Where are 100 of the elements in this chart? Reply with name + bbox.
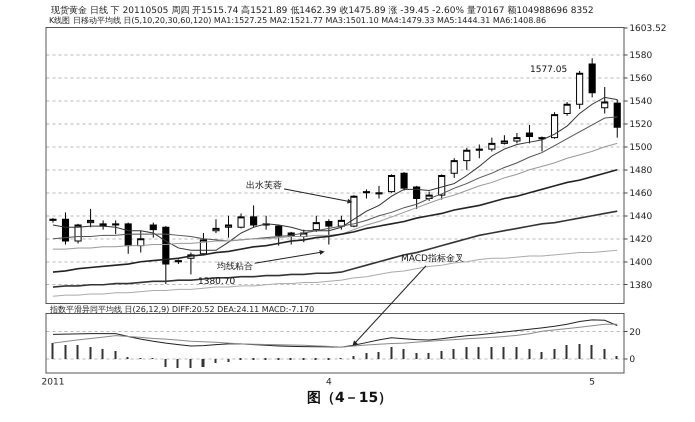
candlestick bbox=[49, 218, 57, 224]
bar bbox=[590, 345, 593, 360]
bar bbox=[366, 353, 368, 360]
candlestick bbox=[450, 158, 458, 178]
candlestick bbox=[87, 208, 94, 228]
candlestick bbox=[500, 134, 508, 145]
line-series bbox=[52, 116, 618, 242]
candlestick bbox=[388, 174, 396, 194]
x-tick-label: 4 bbox=[326, 377, 332, 388]
bar bbox=[390, 347, 393, 360]
y-tick-label: 1480 bbox=[629, 166, 652, 176]
candlestick bbox=[312, 215, 320, 232]
annotation: 均线粘合 bbox=[216, 261, 253, 272]
line-series bbox=[52, 142, 618, 250]
candlestick bbox=[362, 188, 370, 200]
candlestick bbox=[463, 147, 470, 170]
y-tick-label: 1380 bbox=[629, 280, 652, 291]
candlestick bbox=[124, 222, 132, 254]
bar bbox=[64, 345, 67, 360]
y-tick-label: 1520 bbox=[629, 120, 652, 130]
bar bbox=[76, 345, 79, 360]
candlestick bbox=[325, 218, 332, 246]
y-tick-label: 1560 bbox=[629, 74, 652, 84]
candlestick bbox=[550, 112, 558, 140]
annotation: 1380.70 bbox=[198, 277, 236, 287]
annotation: MACD指标金叉 bbox=[401, 253, 464, 264]
candlestick bbox=[212, 218, 220, 234]
bar bbox=[102, 349, 104, 360]
candlestick bbox=[476, 144, 483, 159]
candlestick bbox=[275, 224, 282, 246]
bar bbox=[402, 349, 405, 360]
candlestick bbox=[137, 230, 144, 254]
chart-title: 指数平滑异同平均线 日(26,12,9) DIFF:20.52 DEA:24.11 MACD:-7.170 bbox=[49, 305, 314, 314]
line-series bbox=[52, 250, 618, 297]
bar bbox=[604, 349, 606, 360]
line-series bbox=[52, 168, 618, 273]
chart-title: 现货黄金 日线 下 20110505 周四 开1515.74 高1521.89 低1462.39 收1475.89 涨 -39.45 -2.60% 量70167 额104988696 8352 bbox=[51, 5, 594, 16]
x-tick-label: 2011 bbox=[42, 377, 64, 388]
bar bbox=[578, 344, 581, 360]
line-series bbox=[52, 210, 618, 288]
candlestick bbox=[576, 70, 584, 110]
bar bbox=[90, 347, 92, 360]
candlestick bbox=[400, 172, 408, 191]
candlestick bbox=[564, 101, 571, 116]
bar bbox=[554, 349, 556, 360]
line-series bbox=[52, 96, 618, 251]
annotation: 1577.05 bbox=[530, 65, 568, 75]
y-tick-label: 1400 bbox=[629, 258, 652, 268]
bar bbox=[214, 359, 217, 364]
candlestick bbox=[413, 185, 420, 210]
bar bbox=[190, 359, 192, 368]
candlestick bbox=[375, 185, 383, 200]
candlestick bbox=[250, 204, 258, 228]
bar bbox=[528, 349, 531, 360]
bar bbox=[466, 347, 468, 360]
bar bbox=[176, 359, 179, 368]
y-tick-label: 1440 bbox=[629, 212, 652, 222]
bar bbox=[228, 359, 230, 362]
bar bbox=[452, 349, 455, 360]
candlestick bbox=[224, 215, 232, 238]
line-series bbox=[52, 319, 618, 348]
y-tick-label: 1580 bbox=[629, 50, 652, 61]
candlestick bbox=[588, 58, 596, 98]
x-tick-label: 5 bbox=[589, 377, 596, 388]
bar bbox=[616, 356, 618, 360]
bar bbox=[428, 353, 430, 360]
bar bbox=[566, 345, 568, 360]
y-tick-label: 1500 bbox=[629, 142, 652, 153]
chart-subtitle: K线图 日移动平均线 日(5,10,20,30,60,120) MA1:1527.25 MA2:1521.77 MA3:1501.10 MA4:1479.33 MA5:1444.31 MA6:1408.86 bbox=[49, 16, 546, 25]
text: 图（4－15） bbox=[307, 390, 392, 406]
bar bbox=[164, 359, 167, 368]
candlestick bbox=[526, 124, 534, 144]
annotation: 出水芙蓉 bbox=[246, 180, 282, 191]
candlestick bbox=[174, 258, 182, 265]
candlestick bbox=[112, 220, 120, 235]
y-tick-label: 1603.52 bbox=[629, 24, 667, 34]
candlestick bbox=[237, 212, 245, 229]
candlestick bbox=[62, 212, 70, 246]
bar bbox=[378, 352, 380, 360]
bar bbox=[516, 347, 518, 360]
bar bbox=[416, 353, 418, 360]
bar bbox=[478, 347, 480, 360]
bar bbox=[352, 356, 355, 360]
y-tick-label: 1540 bbox=[629, 96, 652, 107]
bar bbox=[114, 351, 117, 360]
candlestick bbox=[601, 86, 608, 114]
bar bbox=[52, 343, 54, 360]
y-tick-label: 0 bbox=[629, 355, 636, 366]
bar bbox=[502, 347, 505, 360]
line-series bbox=[52, 324, 618, 348]
candlestick bbox=[150, 222, 157, 238]
bar bbox=[202, 359, 205, 368]
candlestick bbox=[614, 99, 621, 138]
y-tick-label: 1460 bbox=[629, 188, 652, 199]
y-tick-label: 20 bbox=[629, 328, 642, 338]
bar bbox=[540, 352, 543, 360]
bar bbox=[490, 347, 493, 360]
candlestick bbox=[538, 136, 546, 152]
y-tick-label: 1420 bbox=[629, 234, 652, 245]
bar bbox=[440, 351, 443, 360]
